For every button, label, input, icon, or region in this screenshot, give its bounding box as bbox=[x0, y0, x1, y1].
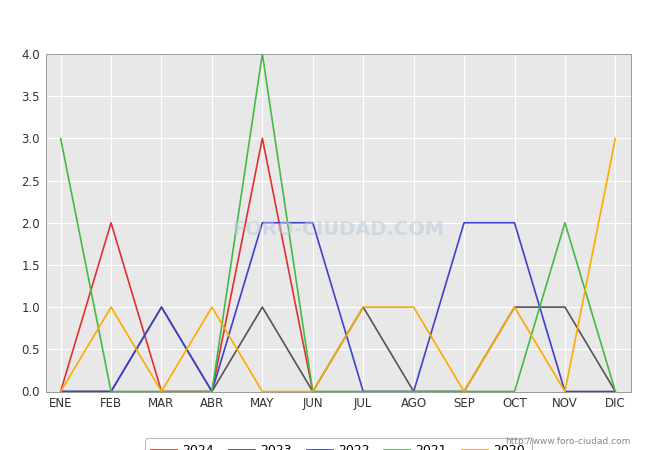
Text: Matriculaciones de Vehiculos en Sierra de Luna: Matriculaciones de Vehiculos en Sierra d… bbox=[135, 15, 515, 30]
Text: FORO-CIUDAD.COM: FORO-CIUDAD.COM bbox=[232, 220, 444, 239]
Text: http://www.foro-ciudad.com: http://www.foro-ciudad.com bbox=[505, 436, 630, 446]
Legend: 2024, 2023, 2022, 2021, 2020: 2024, 2023, 2022, 2021, 2020 bbox=[144, 438, 532, 450]
